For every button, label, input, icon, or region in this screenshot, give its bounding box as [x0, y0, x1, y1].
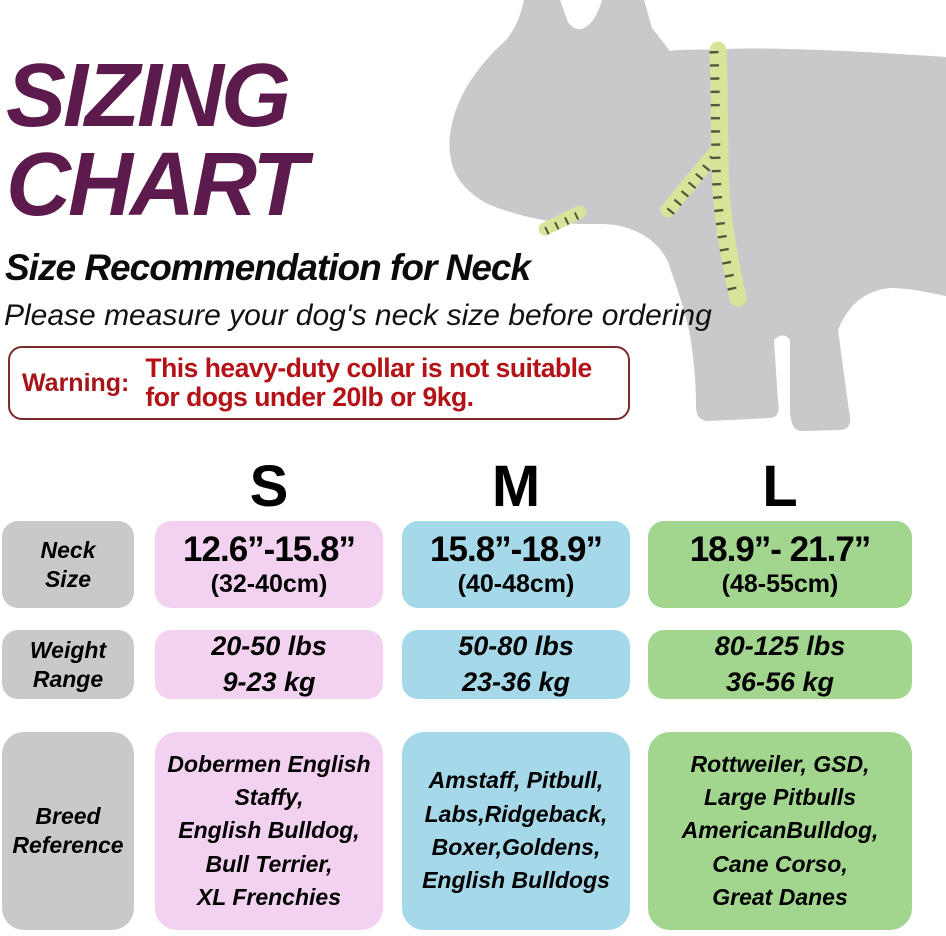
subtitle: Size Recommendation for Neck — [5, 247, 531, 288]
page-title-line1: SIZING — [6, 46, 291, 146]
neck-size-sub-l: (48-55cm) — [721, 569, 839, 598]
warning-message: This heavy-duty collar is not suitable f… — [145, 353, 592, 412]
neck-size-cell-l: 18.9”- 21.7” (48-55cm) — [648, 521, 912, 608]
column-header-m: M — [491, 454, 541, 519]
neck-size-sub-m: (40-48cm) — [457, 569, 575, 598]
breed-reference-cell-m: Amstaff, Pitbull, Labs,Ridgeback, Boxer,… — [402, 732, 630, 930]
weight-range-text-l: 80-125 lbs 36-56 kg — [714, 631, 846, 697]
neck-size-sub-s: (32-40cm) — [210, 569, 328, 598]
weight-range-row-label: Weight Range — [2, 630, 134, 699]
page-title-line2: CHART — [6, 135, 307, 236]
weight-range-text-s: 20-50 lbs 9-23 kg — [211, 631, 327, 697]
weight-range-cell-l: 80-125 lbs 36-56 kg — [648, 630, 912, 699]
neck-size-value-m: 15.8”-18.9” — [430, 530, 603, 569]
breed-reference-row-label: Breed Reference — [2, 732, 134, 930]
page-title: SIZING CHART — [6, 46, 307, 236]
breed-reference-text-m: Amstaff, Pitbull, Labs,Ridgeback, Boxer,… — [422, 767, 610, 894]
row-label-text: Breed Reference — [12, 803, 124, 858]
dog-silhouette-svg — [449, 0, 946, 432]
warning-label: Warning: — [22, 368, 130, 397]
tape-vertical-segment — [709, 41, 747, 307]
tape-chin-segment — [538, 205, 587, 236]
instruction-text: Please measure your dog's neck size befo… — [4, 299, 712, 332]
column-header-l: L — [762, 454, 798, 519]
weight-range-cell-m: 50-80 lbs 23-36 kg — [402, 630, 630, 699]
neck-size-value-s: 12.6”-15.8” — [183, 530, 356, 569]
neck-size-cell-m: 15.8”-18.9” (40-48cm) — [402, 521, 630, 608]
breed-reference-text-s: Dobermen English Staffy, English Bulldog… — [167, 750, 371, 911]
tape-diagonal-ticks — [666, 147, 725, 215]
neck-size-value-l: 18.9”- 21.7” — [689, 530, 872, 569]
dog-body — [449, 0, 946, 432]
breed-reference-text-l: Rottweiler, GSD, Large Pitbulls American… — [681, 750, 879, 911]
breed-reference-cell-s: Dobermen English Staffy, English Bulldog… — [155, 732, 383, 930]
row-label-text: Weight Range — [29, 636, 107, 692]
dog-illustration — [430, 0, 946, 440]
weight-range-text-m: 50-80 lbs 23-36 kg — [458, 631, 574, 697]
neck-size-cell-s: 12.6”-15.8” (32-40cm) — [155, 521, 383, 608]
weight-range-cell-s: 20-50 lbs 9-23 kg — [155, 630, 383, 699]
row-label-text: Neck Size — [40, 536, 96, 592]
tape-diagonal-segment — [660, 140, 727, 218]
column-header-s: S — [249, 454, 289, 519]
neck-size-row-label: Neck Size — [2, 521, 134, 608]
measuring-tape-icon — [538, 41, 747, 307]
breed-reference-cell-l: Rottweiler, GSD, Large Pitbulls American… — [648, 732, 912, 930]
warning-box: Warning: This heavy-duty collar is not s… — [8, 346, 630, 420]
